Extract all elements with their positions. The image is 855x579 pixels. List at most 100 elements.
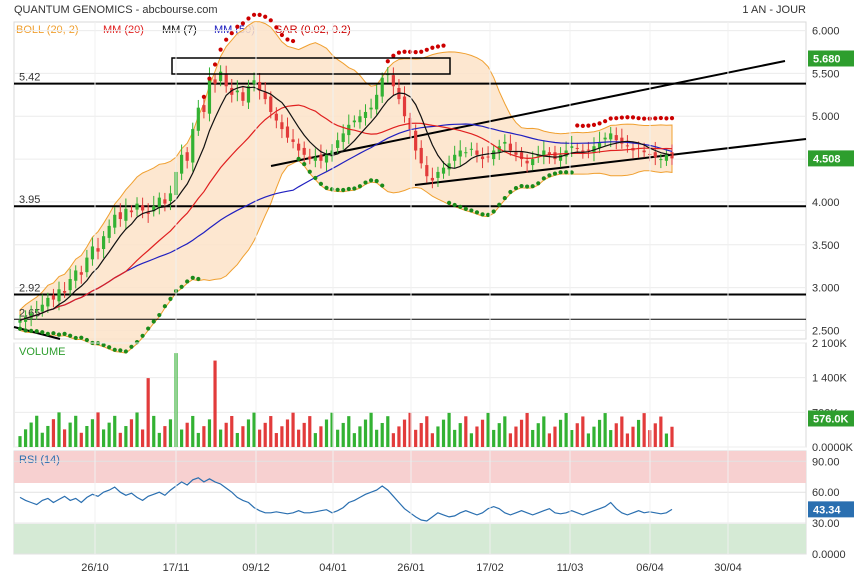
sar-dot <box>407 49 413 54</box>
volume-bar <box>129 419 134 447</box>
candle-body <box>157 197 161 208</box>
candle-body <box>625 145 630 147</box>
candle-body <box>436 171 440 178</box>
sar-dot <box>435 44 441 49</box>
volume-bar <box>581 416 585 447</box>
volume-bar <box>475 426 479 447</box>
volume-bar <box>480 419 485 447</box>
sar-dot <box>324 185 329 190</box>
candle-body <box>213 79 217 84</box>
price-tick-label: 4.000 <box>812 197 840 209</box>
volume-bar <box>18 436 22 447</box>
rsi-oversold-zone <box>14 524 806 554</box>
chart-period: 1 AN - JOUR <box>742 4 806 16</box>
price-tick-label: 6.000 <box>812 26 840 38</box>
sar-dot <box>552 171 558 176</box>
candle-body <box>430 177 434 181</box>
volume-bar <box>113 415 117 447</box>
sar-dot <box>51 331 56 336</box>
sar-dot <box>185 279 190 284</box>
sar-dot <box>17 326 23 331</box>
candle-body <box>107 225 111 238</box>
candle-body <box>536 154 540 157</box>
volume-bar <box>603 413 607 447</box>
sar-dot <box>279 32 285 38</box>
upper-price-badge: 5.680 <box>813 53 841 65</box>
sar-dot <box>508 189 513 195</box>
candle-body <box>235 90 239 93</box>
sar-dot <box>368 178 374 183</box>
volume-bar <box>29 422 33 447</box>
candle-body <box>207 77 212 114</box>
volume-bar <box>219 429 223 447</box>
candle-body <box>163 199 167 204</box>
level-label: 5.42 <box>19 72 40 84</box>
candle-body <box>586 149 591 151</box>
sar-dot <box>380 183 385 188</box>
sar-dot <box>530 184 535 189</box>
candle-body <box>375 94 379 110</box>
rsi-grid <box>14 460 806 555</box>
candle-body <box>391 75 395 87</box>
volume-bar <box>570 430 574 447</box>
volume-bar <box>57 412 61 447</box>
candle-body <box>40 304 44 312</box>
sar-dot <box>497 202 502 207</box>
candle-body <box>29 313 33 319</box>
candle-body <box>592 146 596 153</box>
sar-dot <box>34 329 39 334</box>
candle-body <box>492 150 496 160</box>
volume-bar <box>636 419 641 447</box>
volume-bar <box>547 433 552 447</box>
sar-dot <box>313 175 318 181</box>
sar-dot <box>257 12 262 17</box>
sar-dot <box>296 156 301 161</box>
volume-bar <box>269 416 273 447</box>
sar-dot <box>430 45 435 50</box>
sar-dot <box>486 212 491 217</box>
candle-body <box>453 154 457 161</box>
candle-body <box>202 105 206 112</box>
volume-bar <box>586 433 591 447</box>
candle-body <box>402 96 407 117</box>
candle-body <box>347 124 351 136</box>
candle-body <box>458 150 462 157</box>
candle-body <box>581 150 585 153</box>
volume-bar <box>414 429 418 447</box>
rsi-line <box>19 477 673 522</box>
candle-body <box>57 289 61 302</box>
sar-dot <box>441 43 446 48</box>
sar-dot <box>419 49 424 54</box>
candle-body <box>68 279 72 291</box>
candle-body <box>196 107 200 131</box>
sar-dot <box>235 24 240 29</box>
legend-mm20: MM (20) <box>103 24 144 36</box>
sar-dot <box>140 333 145 338</box>
volume-bar <box>140 429 145 447</box>
candle-body <box>152 206 156 212</box>
candle-body <box>670 152 674 159</box>
sar-dot <box>664 116 669 121</box>
volume-bar <box>653 423 657 447</box>
sar-dot <box>458 204 463 209</box>
rsi-overbought-zone <box>14 451 806 483</box>
candle-body <box>531 159 535 166</box>
volume-bars <box>18 353 674 447</box>
sar-dot <box>23 328 28 333</box>
volume-bar <box>308 416 312 447</box>
candle-body <box>547 152 552 155</box>
candle-body <box>352 120 356 123</box>
sar-dot <box>575 123 580 128</box>
sar-dot <box>157 312 162 318</box>
candle-body <box>525 160 529 164</box>
sar-dot <box>318 181 324 186</box>
chart-title: QUANTUM GENOMICS - abcbourse.com <box>14 4 218 16</box>
candle-body <box>419 147 423 164</box>
candle-body <box>308 156 312 160</box>
sar-dot <box>363 180 368 185</box>
candle-body <box>575 147 579 149</box>
candle-body <box>135 203 139 210</box>
volume-bar <box>458 423 462 447</box>
candle-body <box>140 205 145 211</box>
